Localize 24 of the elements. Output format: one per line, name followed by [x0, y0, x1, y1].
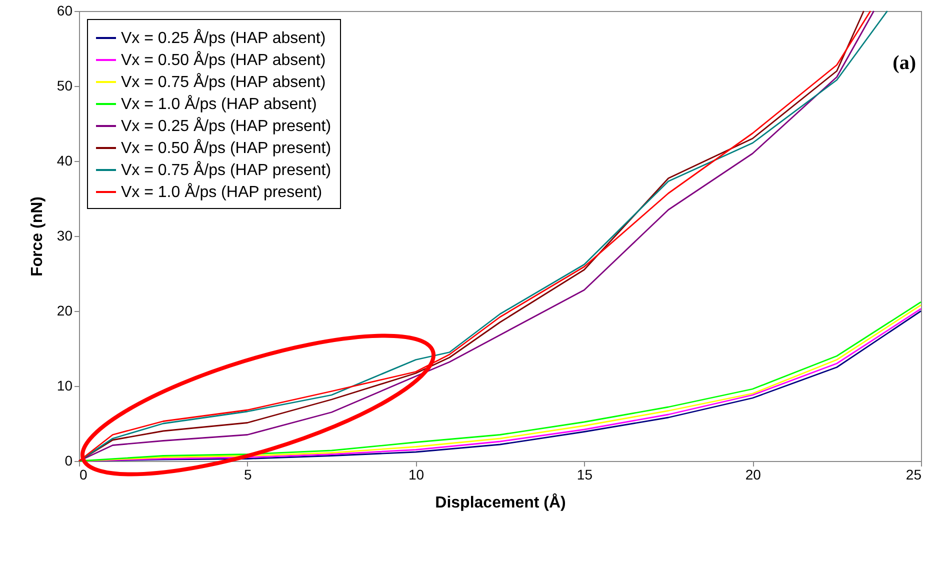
x-tick-label: 20	[745, 466, 762, 482]
y-tick-label: 50	[56, 78, 73, 94]
x-tick-label: 25	[906, 466, 922, 482]
y-tick-label: 30	[56, 228, 73, 244]
x-axis-title: Displacement (Å)	[435, 492, 566, 512]
legend-label: Vx = 1.0 Å/ps (HAP present)	[121, 183, 322, 201]
legend-label: Vx = 0.75 Å/ps (HAP present)	[121, 161, 332, 179]
y-axis-title: Force (nN)	[28, 196, 46, 276]
legend-label: Vx = 0.75 Å/ps (HAP absent)	[121, 73, 326, 91]
legend-label: Vx = 0.50 Å/ps (HAP present)	[121, 139, 332, 157]
annotation: (a)	[892, 52, 916, 74]
y-tick-label: 40	[56, 152, 73, 168]
y-tick-label: 60	[56, 2, 73, 18]
legend-label: Vx = 0.50 Å/ps (HAP absent)	[121, 51, 326, 69]
x-tick-label: 5	[244, 466, 252, 482]
x-tick-label: 15	[576, 466, 593, 482]
legend-label: Vx = 0.25 Å/ps (HAP absent)	[121, 29, 326, 47]
y-tick-label: 10	[56, 378, 73, 394]
x-tick-label: 10	[408, 466, 424, 482]
x-tick-label: 0	[80, 466, 88, 482]
y-tick-label: 0	[64, 452, 73, 468]
legend-label: Vx = 1.0 Å/ps (HAP absent)	[121, 95, 317, 113]
y-tick-label: 20	[56, 302, 73, 318]
legend-label: Vx = 0.25 Å/ps (HAP present)	[121, 117, 332, 135]
